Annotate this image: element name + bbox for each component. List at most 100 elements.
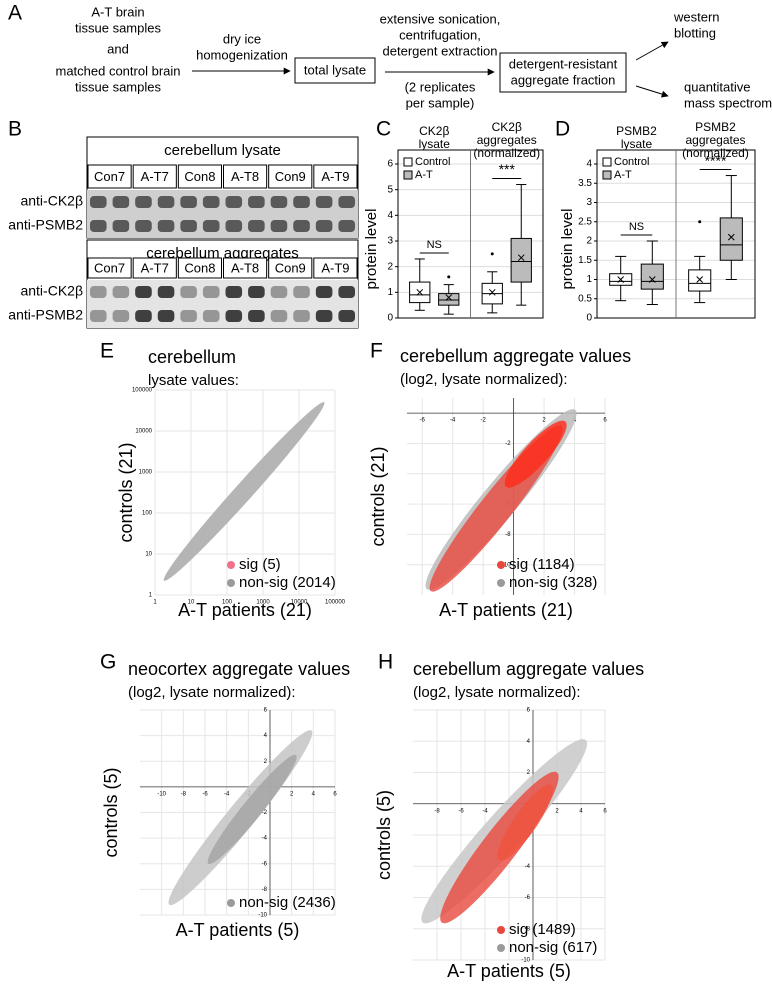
box: [640, 263, 664, 290]
point-cloud: [497, 784, 553, 861]
band: [225, 310, 243, 322]
point-cloud: [504, 420, 567, 488]
annotation: ****: [705, 152, 727, 168]
band: [202, 220, 220, 232]
y-tick-label: 1: [586, 274, 592, 285]
band: [112, 286, 130, 298]
workflow-text: quantitative: [684, 79, 751, 94]
panel-label: G: [100, 651, 116, 674]
band: [248, 310, 265, 322]
y-tick-label: 5: [387, 184, 393, 195]
x-tick-label: -2: [480, 418, 486, 424]
band: [90, 286, 107, 298]
y-tick-label: 6: [264, 708, 268, 714]
legend-label: sig (1489): [509, 921, 576, 938]
panel-label: C: [376, 118, 391, 141]
band: [112, 220, 130, 232]
mean-marker: [696, 276, 704, 283]
x-tick-label: 4: [312, 791, 316, 797]
y-tick-label: 3: [387, 236, 393, 247]
workflow-text: tissue samples: [75, 79, 161, 94]
y-tick-label: -10: [521, 958, 530, 964]
legend-label: non-sig (617): [509, 939, 597, 956]
legend-marker: [497, 579, 505, 587]
y-tick-label: -8: [525, 926, 531, 932]
legend-label: sig (1184): [509, 556, 575, 573]
y-tick-label: 6: [527, 708, 531, 714]
mean-marker: [617, 276, 625, 283]
workflow-text: homogenization: [196, 47, 288, 62]
panel-label: B: [8, 118, 22, 141]
x-axis-label: A-T patients (21): [178, 600, 312, 620]
legend-label: Control: [415, 156, 450, 168]
workflow-text: total lysate: [304, 62, 366, 77]
outlier: [447, 275, 451, 279]
workflow-text: tissue samples: [75, 20, 161, 35]
group-title: aggregates: [477, 133, 537, 147]
y-tick-label: 6: [387, 159, 393, 170]
y-axis-label: controls (21): [116, 442, 136, 542]
x-tick-label: 100: [222, 600, 233, 606]
y-tick-label: 10000: [135, 429, 152, 435]
legend-label: non-sig (2436): [239, 894, 336, 911]
blot-image: [87, 280, 358, 328]
y-axis-label: controls (5): [101, 767, 121, 857]
x-tick-label: -4: [450, 418, 456, 424]
legend-marker: [497, 561, 505, 569]
y-tick-label: 0: [387, 313, 393, 324]
legend-label: sig (5): [239, 556, 281, 573]
group-title: (normalized): [473, 146, 540, 160]
mean-marker: [517, 254, 525, 262]
y-tick-label: 0: [586, 313, 592, 324]
y-tick-label: 1: [387, 287, 393, 298]
arrow: [635, 85, 669, 98]
lane-box: [268, 164, 313, 189]
workflow-text: detergent-resistant: [509, 56, 618, 71]
x-tick-label: -6: [420, 418, 426, 424]
x-tick-label: 100000: [325, 600, 346, 606]
y-tick-label: 2: [586, 236, 592, 247]
workflow-text: aggregate fraction: [511, 72, 616, 87]
y-tick-label: -6: [525, 895, 531, 901]
band: [157, 286, 175, 298]
workflow-text: western: [673, 9, 720, 24]
blot-image: [87, 190, 358, 238]
chart-title: cerebellum aggregate values: [413, 659, 644, 679]
band: [225, 220, 243, 232]
chart-title: (log2, lysate normalized):: [128, 684, 296, 701]
box: [294, 57, 376, 84]
band: [112, 310, 130, 322]
band: [180, 310, 197, 322]
x-tick-label: -6: [458, 808, 464, 814]
x-tick-label: 1000: [256, 600, 270, 606]
legend-label: A-T: [415, 169, 433, 181]
lane-label: A-T8: [231, 169, 259, 184]
workflow-text: A-T brain: [91, 4, 144, 19]
band: [315, 196, 333, 208]
x-tick-label: 10: [188, 600, 195, 606]
chart-title: lysate values:: [148, 372, 239, 389]
band: [202, 310, 220, 322]
group-title: CK2β: [419, 124, 449, 138]
box: [510, 237, 532, 283]
lane-label: Con9: [275, 260, 306, 275]
band: [270, 286, 288, 298]
y-tick-label: 10: [145, 552, 152, 558]
band: [315, 286, 333, 298]
y-tick-label: 2.5: [578, 216, 592, 227]
workflow-text: extensive sonication,: [380, 11, 501, 26]
mean-marker: [416, 288, 424, 296]
x-tick-label: -8: [434, 808, 440, 814]
x-tick-label: 6: [603, 808, 607, 814]
band: [338, 196, 355, 208]
band: [293, 286, 310, 298]
legend-marker: [497, 926, 505, 934]
band: [248, 220, 265, 232]
band: [180, 220, 197, 232]
lane-label: Con8: [184, 169, 215, 184]
annotation: NS: [629, 221, 644, 233]
point-cloud: [207, 754, 297, 865]
y-tick-label: -2: [262, 810, 268, 816]
band: [315, 220, 333, 232]
band: [157, 196, 175, 208]
